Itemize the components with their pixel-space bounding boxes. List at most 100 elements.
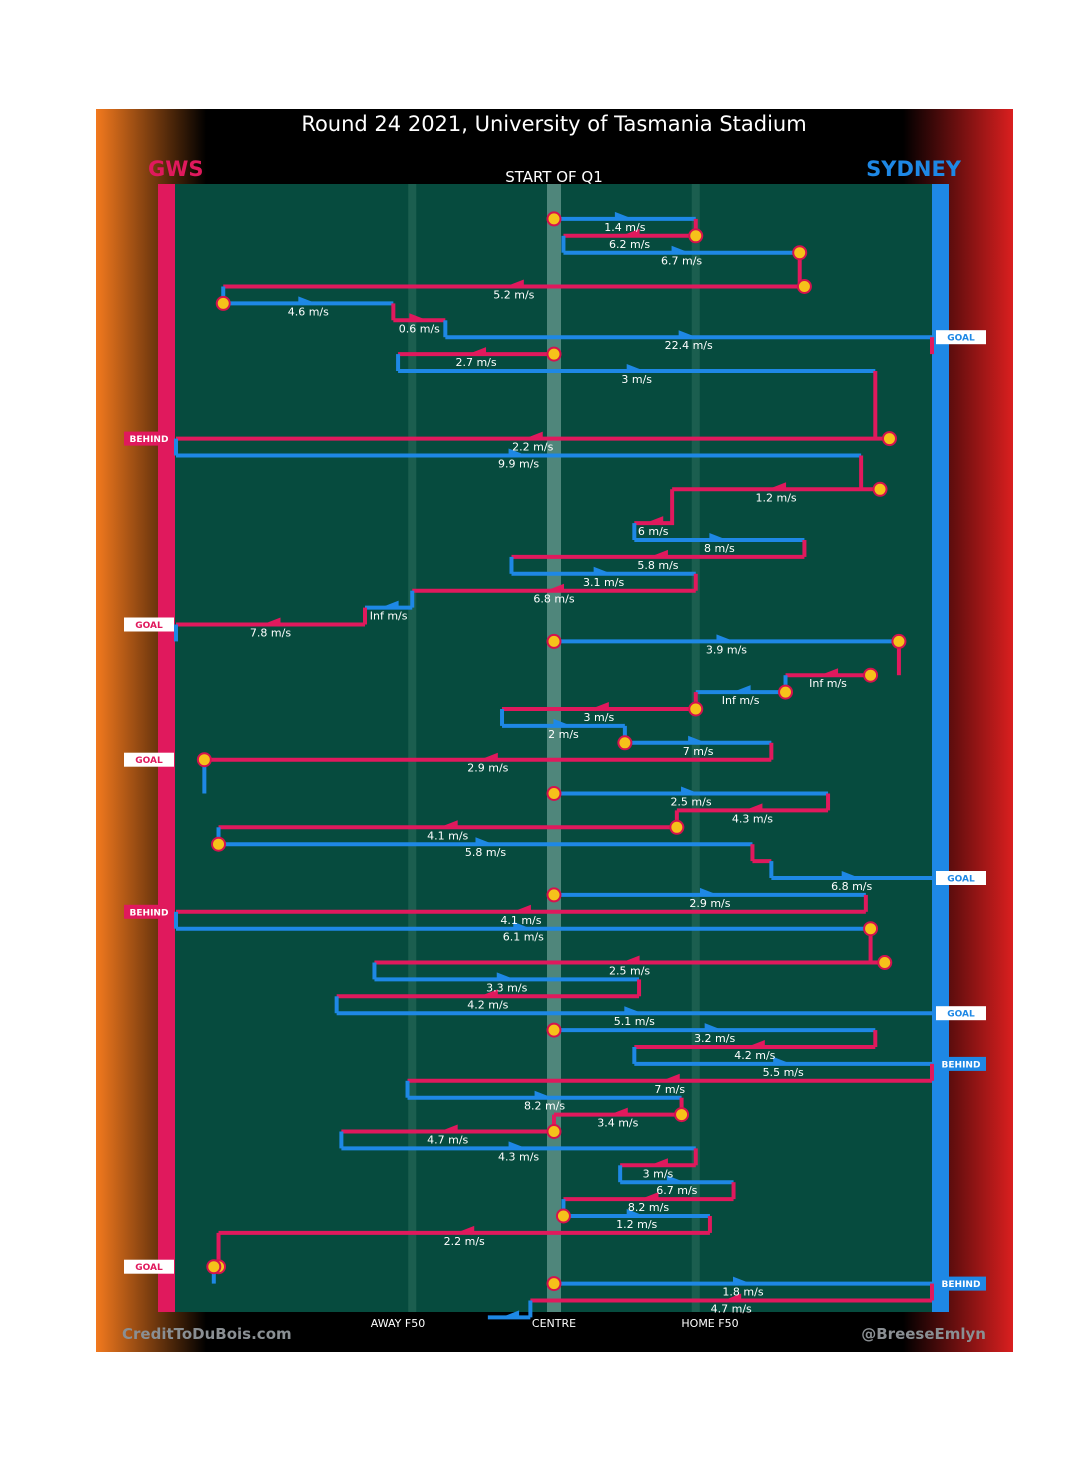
stoppage-marker-25 xyxy=(617,735,633,751)
chain-arrow-16 xyxy=(593,566,612,574)
outcome-badge-34 xyxy=(124,904,174,919)
chain-arrow-20 xyxy=(716,634,735,642)
chain-chart: Round 24 2021, University of Tasmania St… xyxy=(96,109,1013,1352)
chain-arrow-34 xyxy=(512,904,531,912)
chain-arrow-35 xyxy=(513,921,532,929)
speed-label-22: Inf m/s xyxy=(722,694,760,707)
quarter-label: START OF Q1 xyxy=(505,168,603,186)
speed-label-49: 6.7 m/s xyxy=(656,1184,697,1197)
speed-label-37: 3.3 m/s xyxy=(486,981,527,994)
stoppage-marker-12 xyxy=(872,481,888,497)
chain-arrow-29 xyxy=(439,820,458,828)
chain-arrow-5 xyxy=(298,296,317,304)
speed-label-55: 4.7 m/s xyxy=(711,1303,752,1316)
outcome-badge-32 xyxy=(936,871,986,885)
outcome-label-26: GOAL xyxy=(135,756,163,766)
chain-arrow-8 xyxy=(468,347,487,355)
speed-label-layer: 1.4 m/s 6.2 m/s 6.7 m/s 5.2 m/s 4.6 m/s 0.6 m… xyxy=(250,221,873,1316)
zone-label-home-f50: HOME F50 xyxy=(681,1317,738,1330)
stoppage-marker-54 xyxy=(546,1276,562,1292)
speed-label-28: 4.3 m/s xyxy=(732,812,773,825)
home-f50-line xyxy=(691,184,700,1312)
speed-label-1: 1.4 m/s xyxy=(604,221,645,234)
speed-label-19: 7.8 m/s xyxy=(250,627,291,640)
speed-label-6: 0.6 m/s xyxy=(399,322,440,335)
chain-arrow-36 xyxy=(621,955,640,963)
chain-layer xyxy=(174,211,934,1320)
stoppage-marker-36 xyxy=(877,955,893,970)
chain-arrow-52 xyxy=(456,1225,475,1233)
zone-label-away-f50: AWAY F50 xyxy=(371,1317,425,1330)
zone-label-centre: CENTRE xyxy=(532,1317,576,1330)
chain-arrow-15 xyxy=(649,549,668,557)
stoppage-marker-5 xyxy=(215,295,231,311)
chain-arrow-39 xyxy=(624,1006,643,1014)
chain-arrow-49 xyxy=(666,1175,685,1183)
stoppage-marker-30 xyxy=(211,836,227,852)
chain-arrow-51 xyxy=(626,1209,645,1216)
outcome-badge-53 xyxy=(124,1259,174,1274)
speed-label-23: 3 m/s xyxy=(584,711,615,724)
outcome-badge-7 xyxy=(936,330,986,345)
chain-arrow-32 xyxy=(841,871,860,878)
speed-label-45: 3.4 m/s xyxy=(597,1117,638,1130)
stoppage-marker-46 xyxy=(546,1124,562,1139)
speed-label-13: 6 m/s xyxy=(638,525,669,538)
chain-arrow-25 xyxy=(688,735,707,743)
outcome-label-32: GOAL xyxy=(947,875,975,885)
stoppage-marker-51 xyxy=(555,1208,571,1224)
chain-arrow-37 xyxy=(496,972,515,980)
stoppage-marker-end-3 xyxy=(792,245,808,261)
speed-label-12: 1.2 m/s xyxy=(755,491,796,504)
chain-arrow-3 xyxy=(671,245,690,253)
speed-label-43: 7 m/s xyxy=(654,1083,685,1096)
speed-label-27: 2.5 m/s xyxy=(670,796,711,809)
chain-arrow-27 xyxy=(681,786,700,794)
chain-arrow-19 xyxy=(262,617,281,625)
stoppage-marker-22 xyxy=(778,684,794,700)
speed-label-46: 4.7 m/s xyxy=(427,1134,468,1147)
stoppage-marker-29 xyxy=(669,819,685,835)
chain-arrow-41 xyxy=(746,1040,765,1047)
chain-arrow-56 xyxy=(501,1310,520,1318)
stoppage-marker-23 xyxy=(688,701,704,717)
stoppage-marker-1 xyxy=(546,211,562,227)
stoppage-layer xyxy=(196,211,907,1292)
outcome-label-39: GOAL xyxy=(947,1010,975,1020)
chain-arrow-47 xyxy=(508,1141,527,1149)
stoppage-marker-27 xyxy=(546,786,562,801)
speed-label-15: 5.8 m/s xyxy=(637,559,678,572)
stoppage-marker-2 xyxy=(688,228,704,244)
chain-arrow-44 xyxy=(534,1090,553,1098)
speed-label-39: 5.1 m/s xyxy=(614,1015,655,1028)
speed-label-42: 5.5 m/s xyxy=(763,1066,804,1079)
chain-arrow-38 xyxy=(479,989,498,997)
outcome-label-7: GOAL xyxy=(947,334,975,344)
speed-label-17: 6.8 m/s xyxy=(533,593,574,606)
credit-right: @BreeseEmlyn xyxy=(861,1325,986,1343)
speed-label-30: 5.8 m/s xyxy=(465,846,506,859)
speed-label-33: 2.9 m/s xyxy=(689,897,730,910)
away-f50-line xyxy=(408,184,417,1312)
speed-label-11: 9.9 m/s xyxy=(498,458,539,471)
chain-arrow-2 xyxy=(621,228,640,236)
speed-label-47: 4.3 m/s xyxy=(498,1150,539,1163)
chain-arrow-43 xyxy=(661,1073,680,1081)
stoppage-marker-end-35 xyxy=(863,921,879,937)
speed-label-34: 4.1 m/s xyxy=(500,914,541,927)
outcome-badge-39 xyxy=(936,1006,986,1021)
chain-arrow-55 xyxy=(723,1293,742,1301)
speed-label-20: 3.9 m/s xyxy=(706,643,747,656)
team-right-name: SYDNEY xyxy=(866,157,962,181)
chain-arrow-46 xyxy=(439,1124,458,1132)
chain-arrow-11 xyxy=(508,448,527,456)
chain-arrow-7 xyxy=(678,330,697,338)
chain-arrow-1 xyxy=(614,211,633,219)
outcome-label-19: GOAL xyxy=(135,621,163,631)
speed-label-3: 6.7 m/s xyxy=(661,255,702,268)
speed-label-7: 22.4 m/s xyxy=(665,339,713,352)
chain-arrow-45 xyxy=(609,1107,628,1115)
speed-label-8: 2.7 m/s xyxy=(455,356,496,369)
speed-label-40: 3.2 m/s xyxy=(694,1032,735,1045)
chain-arrow-10 xyxy=(524,431,543,439)
